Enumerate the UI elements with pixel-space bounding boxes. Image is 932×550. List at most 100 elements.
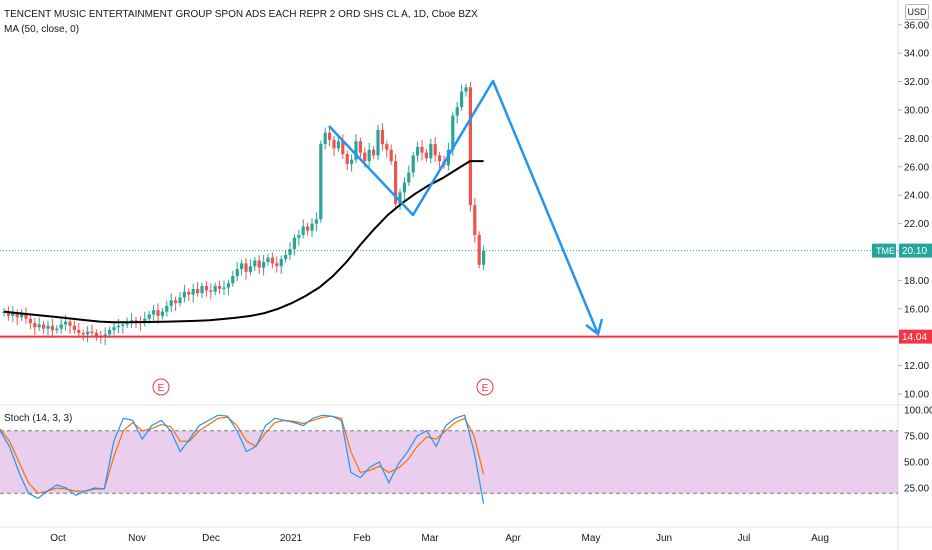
candle-body bbox=[438, 155, 442, 162]
ma-line bbox=[3, 160, 484, 324]
candle-body bbox=[116, 325, 120, 328]
candle-body bbox=[59, 324, 63, 329]
candle-body bbox=[55, 328, 59, 331]
candle-body bbox=[182, 291, 186, 298]
time-tick-label: Nov bbox=[128, 533, 146, 544]
time-tick-label: 2021 bbox=[280, 533, 303, 544]
candle-body bbox=[424, 152, 428, 159]
candle-body bbox=[94, 332, 98, 336]
candle-body bbox=[244, 263, 248, 272]
last-price-label: 20.10 bbox=[902, 246, 927, 257]
candle-body bbox=[323, 132, 327, 145]
candle-body bbox=[301, 226, 305, 235]
time-tick-label: May bbox=[582, 533, 601, 544]
candle-body bbox=[411, 155, 415, 173]
candle-body bbox=[363, 152, 367, 162]
candle-body bbox=[464, 87, 468, 92]
candle-body bbox=[204, 286, 208, 291]
price-tick-label: 36.00 bbox=[904, 20, 929, 31]
candle-body bbox=[46, 325, 50, 329]
candle-body bbox=[358, 141, 362, 153]
stoch-k-line bbox=[0, 414, 485, 504]
candle-body bbox=[253, 260, 257, 267]
candle-body bbox=[86, 331, 90, 335]
time-tick-label: Feb bbox=[353, 533, 371, 544]
candle-body bbox=[90, 331, 94, 333]
candle-body bbox=[350, 159, 354, 164]
candle-body bbox=[191, 288, 195, 295]
candle-body bbox=[37, 324, 41, 328]
candle-body bbox=[20, 314, 24, 318]
candle-body bbox=[372, 149, 376, 156]
price-tick-label: 32.00 bbox=[904, 77, 929, 88]
candle-body bbox=[341, 141, 345, 155]
price-tick-label: 22.00 bbox=[904, 219, 929, 230]
candle-body bbox=[257, 260, 261, 268]
candle-body bbox=[112, 327, 116, 331]
time-tick-label: Aug bbox=[811, 533, 829, 544]
stoch-tick-label: 100.00 bbox=[904, 406, 932, 417]
candle-body bbox=[407, 172, 411, 183]
candle-body bbox=[314, 219, 318, 224]
stoch-legend: Stoch (14, 3, 3) bbox=[4, 413, 73, 424]
stoch-tick-label: 25.00 bbox=[904, 484, 929, 495]
candle-body bbox=[143, 318, 147, 323]
candle-body bbox=[121, 324, 125, 326]
candles bbox=[2, 82, 486, 346]
candle-body bbox=[354, 141, 358, 160]
candle-body bbox=[367, 149, 371, 162]
candle-body bbox=[165, 305, 169, 312]
candle-body bbox=[248, 266, 252, 272]
candle-body bbox=[468, 87, 472, 206]
earnings-marker bbox=[152, 378, 170, 396]
candle-body bbox=[187, 291, 191, 295]
time-tick-label: Mar bbox=[421, 533, 439, 544]
candle-body bbox=[319, 144, 323, 220]
price-tick-label: 26.00 bbox=[904, 162, 929, 173]
candle-body bbox=[266, 257, 270, 262]
candle-body bbox=[336, 141, 340, 149]
price-tick-label: 10.00 bbox=[904, 390, 929, 401]
candle-body bbox=[147, 314, 151, 319]
candle-body bbox=[15, 313, 19, 318]
candle-body bbox=[451, 115, 455, 150]
earnings-marker-label: E bbox=[482, 383, 489, 394]
candle-body bbox=[398, 192, 402, 204]
candle-body bbox=[64, 321, 68, 325]
candle-body bbox=[455, 107, 459, 116]
time-tick-label: Apr bbox=[505, 533, 521, 544]
candle-body bbox=[152, 310, 156, 315]
earnings-marker-label: E bbox=[158, 383, 165, 394]
candle-body bbox=[196, 288, 200, 294]
candle-body bbox=[218, 286, 222, 289]
currency-button[interactable]: USD bbox=[905, 4, 929, 20]
candle-body bbox=[231, 276, 235, 284]
projection-arrowhead bbox=[585, 318, 604, 337]
candle-body bbox=[275, 263, 279, 267]
price-tick-label: 18.00 bbox=[904, 276, 929, 287]
time-tick-label: Jul bbox=[738, 533, 751, 544]
candle-body bbox=[156, 310, 160, 316]
ma-line-group bbox=[3, 160, 484, 324]
candle-body bbox=[200, 286, 204, 294]
time-tick-label: Jun bbox=[656, 533, 672, 544]
zigzag-drawing bbox=[328, 79, 600, 335]
stoch-band bbox=[0, 430, 898, 494]
candle-body bbox=[477, 234, 481, 265]
ma-legend: MA (50, close, 0) bbox=[4, 24, 80, 35]
candle-body bbox=[306, 226, 310, 231]
candle-body bbox=[174, 300, 178, 304]
candle-body bbox=[235, 269, 239, 277]
candle-body bbox=[33, 323, 37, 328]
earnings-marker bbox=[476, 378, 494, 396]
candle-body bbox=[24, 314, 28, 319]
candle-body bbox=[416, 146, 420, 156]
candle-body bbox=[389, 149, 393, 162]
candle-body bbox=[297, 234, 301, 238]
candle-body bbox=[332, 139, 336, 149]
price-tick-label: 12.00 bbox=[904, 361, 929, 372]
candle-body bbox=[42, 324, 46, 329]
